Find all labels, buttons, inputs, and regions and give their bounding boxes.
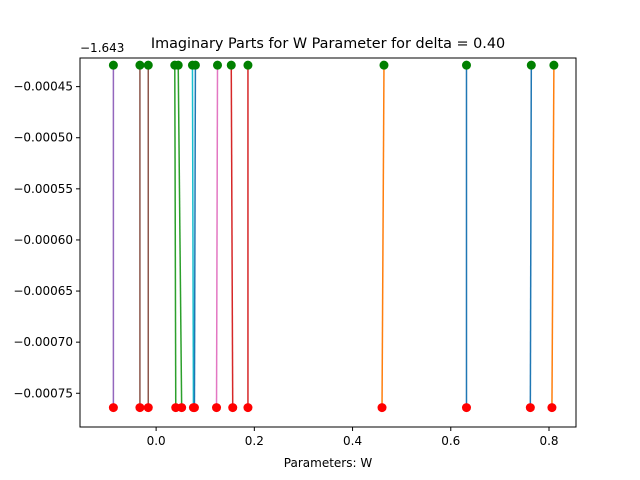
bottom-point-marker [525, 403, 535, 413]
series-line [230, 65, 234, 408]
top-point-marker [135, 60, 145, 70]
plot-lines [112, 65, 555, 408]
series-line [529, 65, 533, 408]
y-tick-label: −0.00050 [13, 131, 73, 145]
y-tick-label: −0.00070 [13, 335, 73, 349]
bottom-point-marker [461, 403, 471, 413]
plot-frame [79, 57, 577, 428]
top-point-marker [143, 60, 153, 70]
bottom-point-marker [143, 403, 153, 413]
series-line [177, 65, 183, 408]
y-tick-label: −0.00045 [13, 80, 73, 94]
y-tick-label: −0.00060 [13, 233, 73, 247]
series-line [215, 65, 219, 408]
bottom-point-marker [177, 403, 187, 413]
x-tick-label: 0.0 [147, 434, 166, 448]
bottom-point-marker [135, 403, 145, 413]
top-point-marker [108, 60, 118, 70]
series-line [174, 65, 177, 408]
y-axis: −0.00045 −0.00050 −0.00055 −0.00060 −0.00065… [13, 80, 80, 400]
x-tick-label: 0.8 [539, 434, 558, 448]
top-point-marker [190, 60, 200, 70]
chart-title: Imaginary Parts for W Parameter for delt… [151, 36, 505, 52]
x-tick-label: 0.4 [343, 434, 362, 448]
series-line [381, 65, 385, 408]
x-axis: 0.0 0.2 0.4 0.6 0.8 [147, 427, 559, 448]
bottom-point-marker [108, 403, 118, 413]
x-tick-label: 0.2 [245, 434, 264, 448]
y-tick-label: −0.00075 [13, 386, 73, 400]
top-point-marker [549, 60, 559, 70]
top-point-marker [461, 60, 471, 70]
top-point-marker [226, 60, 236, 70]
x-axis-label: Parameters: W [284, 456, 373, 470]
bottom-point-marker [228, 403, 238, 413]
top-point-marker [526, 60, 536, 70]
bottom-point-marker [212, 403, 222, 413]
y-tick-label: −0.00065 [13, 284, 73, 298]
bottom-point-marker [547, 403, 557, 413]
series-line [191, 65, 195, 408]
y-tick-label: −0.00055 [13, 182, 73, 196]
top-point-marker [243, 60, 253, 70]
bottom-point-marker [243, 403, 253, 413]
bottom-point-marker [377, 403, 387, 413]
x-tick-label: 0.6 [441, 434, 460, 448]
bottom-point-marker [189, 403, 199, 413]
series-line [193, 65, 197, 408]
top-point-marker [173, 60, 183, 70]
y-offset-label: −1.643 [80, 41, 124, 55]
top-point-marker [213, 60, 223, 70]
plot-markers [108, 60, 559, 413]
top-point-marker [379, 60, 389, 70]
series-line [551, 65, 555, 408]
